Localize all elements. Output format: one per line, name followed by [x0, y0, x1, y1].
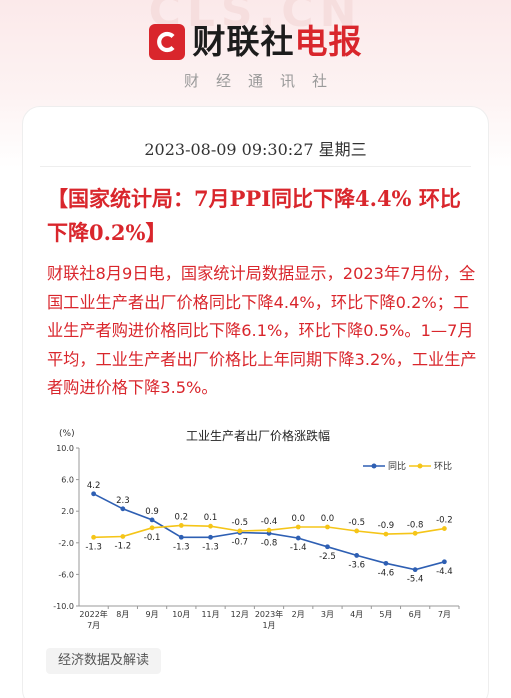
data-point-yoy: [383, 560, 389, 566]
y-tick-label: -6.0: [58, 570, 74, 579]
publish-datetime: 2023-08-09 09:30:27 星期三: [144, 140, 367, 159]
data-label-mom: -0.1: [144, 533, 161, 543]
data-point-yoy: [441, 559, 447, 565]
data-label-yoy: 0.9: [145, 507, 159, 517]
data-label-mom: 0.0: [321, 514, 335, 524]
cls-logo-icon: [148, 24, 185, 60]
data-point-yoy: [208, 534, 213, 540]
ppi-chart: 工业生产者出厂价格涨跌幅 (%) 同比 环比 10.0 6.0 2.0 -2.0 -6.…: [47, 422, 469, 634]
data-label-mom: 0.2: [175, 512, 189, 522]
data-label-mom: -1.3: [85, 542, 102, 552]
x-tick-label: 7月: [438, 610, 451, 619]
x-tick-label: 3月: [321, 610, 334, 619]
data-label-yoy: -5.4: [407, 575, 424, 585]
article-body: 财联社8月9日电，国家统计局数据显示，2023年7月份，全国工业生产者出厂价格同…: [47, 264, 477, 397]
data-point-mom: [91, 534, 97, 540]
data-point-yoy: [149, 517, 155, 523]
data-label-yoy: -1.4: [290, 543, 307, 553]
data-label-yoy: -2.5: [319, 552, 336, 562]
data-point-mom: [354, 528, 360, 534]
data-point-yoy: [325, 544, 330, 550]
data-point-mom: [237, 528, 243, 534]
y-tick-label: 2.0: [61, 507, 74, 516]
data-label-yoy: -3.6: [348, 560, 365, 570]
y-tick-label: 6.0: [61, 476, 74, 485]
data-label-mom: -0.2: [436, 516, 453, 526]
chart-unit-label: (%): [59, 429, 75, 439]
data-label-yoy: 4.2: [87, 481, 101, 491]
data-point-mom: [149, 525, 155, 531]
article-headline: 【国家统计局：7月PPI同比下降4.4% 环比下降0.2%】: [47, 186, 461, 245]
data-label-yoy: -1.3: [173, 542, 190, 552]
x-tick-label: 9月: [146, 610, 159, 619]
data-point-yoy: [412, 567, 418, 573]
chart-title: 工业生产者出厂价格涨跌幅: [186, 428, 330, 443]
topic-tag-button[interactable]: 经济数据及解读: [46, 648, 162, 674]
data-point-yoy: [91, 491, 97, 497]
data-point-yoy: [354, 553, 360, 558]
brand-name-part2: 电报: [294, 22, 363, 61]
data-label-mom: -1.2: [115, 541, 132, 551]
x-tick-label: 8月: [116, 610, 129, 619]
y-tick-label: -10.0: [53, 602, 74, 611]
data-point-mom: [208, 523, 213, 529]
data-label-yoy: -1.3: [202, 542, 219, 552]
data-label-mom: 0.1: [204, 513, 218, 523]
data-label-mom: -0.4: [261, 517, 278, 527]
data-point-mom: [441, 526, 447, 531]
legend-marker-mom: [417, 463, 423, 469]
x-tick-label: 7月: [87, 621, 100, 630]
data-label-yoy: -0.7: [231, 538, 248, 548]
x-tick-label: 12月: [231, 610, 249, 619]
x-tick-label: 6月: [409, 610, 422, 619]
brand-name-part1: 财联社: [192, 22, 295, 61]
data-point-mom: [120, 534, 126, 539]
y-tick-label: 10.0: [56, 444, 74, 453]
data-point-mom: [266, 527, 272, 533]
x-tick-label: 11月: [201, 610, 219, 619]
x-tick-label: 10月: [172, 610, 190, 619]
divider: [40, 166, 471, 167]
data-point-mom: [412, 530, 418, 536]
logo-c-glyph-icon: [156, 31, 175, 53]
data-point-yoy: [295, 535, 301, 541]
legend-label-yoy: 同比: [388, 460, 406, 472]
data-point-mom: [295, 524, 301, 530]
x-tick-label: 2023年: [255, 609, 283, 619]
data-label-mom: 0.0: [291, 514, 305, 524]
data-label-mom: -0.5: [231, 518, 248, 528]
data-label-mom: -0.8: [407, 520, 424, 530]
data-label-yoy: 2.3: [116, 496, 130, 506]
x-tick-label: 5月: [379, 610, 392, 619]
news-card: [22, 106, 489, 698]
data-label-yoy: -4.4: [436, 567, 453, 577]
legend-label-mom: 环比: [434, 460, 452, 472]
data-point-yoy: [120, 506, 126, 512]
data-point-yoy: [178, 534, 184, 540]
data-label-mom: -0.5: [348, 518, 365, 528]
x-tick-label: 4月: [350, 610, 363, 619]
data-point-mom: [178, 523, 184, 528]
data-point-mom: [325, 524, 330, 530]
x-tick-label: 1月: [262, 621, 275, 630]
data-label-yoy: -0.8: [261, 538, 278, 548]
data-label-mom: -0.9: [378, 521, 395, 531]
chart-legend: 同比 环比: [363, 460, 452, 472]
brand-header: 财联社电报: [0, 22, 511, 62]
data-label-yoy: -4.6: [378, 568, 395, 578]
x-tick-label: 2月: [292, 610, 305, 619]
data-point-mom: [383, 531, 389, 537]
legend-marker-yoy: [371, 463, 377, 469]
x-tick-label: 2022年: [79, 609, 107, 619]
brand-name: 财联社电报: [193, 22, 363, 62]
y-tick-label: -2.0: [58, 539, 74, 548]
ppi-line-chart: 工业生产者出厂价格涨跌幅 (%) 同比 环比 10.0 6.0 2.0 -2.0 -6.…: [53, 428, 460, 630]
brand-subtitle: 财经通讯社: [183, 72, 344, 90]
